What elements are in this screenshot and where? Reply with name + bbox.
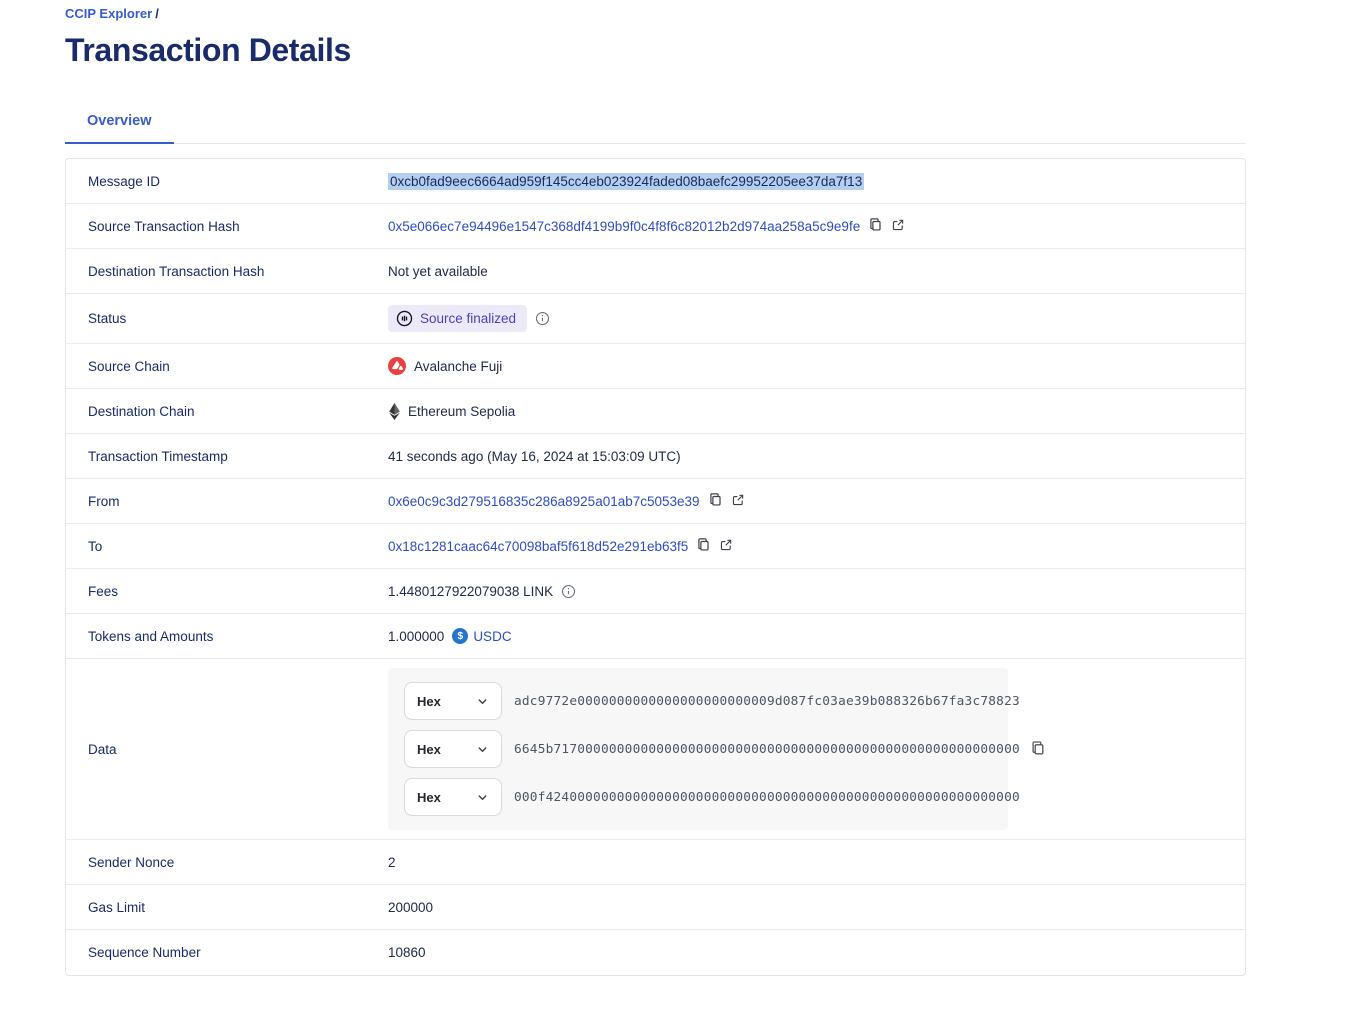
data-format-selected: Hex bbox=[417, 693, 441, 709]
fees-label: Fees bbox=[88, 583, 119, 599]
message-id-label: Message ID bbox=[88, 173, 161, 189]
data-line: Hex 6645b7170000000000000000000000000000… bbox=[404, 730, 1020, 768]
open-to-button[interactable] bbox=[719, 538, 733, 555]
row-source-tx-hash: Source Transaction Hash 0x5e066ec7e94496… bbox=[66, 204, 1245, 249]
copy-from-button[interactable] bbox=[708, 492, 723, 510]
row-to: To 0x18c1281caac64c70098baf5f618d52e291e… bbox=[66, 524, 1245, 569]
page-title: Transaction Details bbox=[65, 32, 351, 68]
row-status: Status Source finalized bbox=[66, 294, 1245, 344]
sender-nonce-label: Sender Nonce bbox=[88, 854, 175, 870]
tab-bar: Overview bbox=[65, 103, 1246, 144]
row-dest-chain: Destination Chain Ethereum Sepolia bbox=[66, 389, 1245, 434]
breadcrumb: CCIP Explorer / bbox=[65, 6, 1246, 22]
external-link-icon bbox=[891, 218, 905, 235]
row-fees: Fees 1.4480127922079038 LINK bbox=[66, 569, 1245, 614]
from-address-link[interactable]: 0x6e0c9c3d279516835c286a8925a01ab7c5053e… bbox=[388, 493, 700, 509]
data-line: Hex adc9772e0000000000000000000000009d08… bbox=[404, 682, 1020, 720]
sender-nonce-value: 2 bbox=[388, 854, 396, 870]
data-label: Data bbox=[88, 741, 117, 757]
data-hex-value: 6645b71700000000000000000000000000000000… bbox=[514, 741, 1020, 757]
row-message-id: Message ID 0xcb0fad9eec6664ad959f145cc4e… bbox=[66, 159, 1245, 204]
to-address-link[interactable]: 0x18c1281caac64c70098baf5f618d52e291eb63… bbox=[388, 538, 689, 554]
copy-icon bbox=[1030, 740, 1046, 759]
from-label: From bbox=[88, 493, 120, 509]
dest-tx-hash-value: Not yet available bbox=[388, 263, 488, 279]
external-link-icon bbox=[719, 538, 733, 555]
usdc-token-link[interactable]: USDC bbox=[473, 628, 512, 644]
chevron-down-icon bbox=[476, 743, 489, 756]
source-chain-value: Avalanche Fuji bbox=[414, 358, 503, 374]
status-badge: Source finalized bbox=[388, 305, 528, 332]
status-badge-text: Source finalized bbox=[420, 311, 517, 326]
tab-overview[interactable]: Overview bbox=[65, 103, 174, 144]
source-tx-hash-link[interactable]: 0x5e066ec7e94496e1547c368df4199b9f0c4f8f… bbox=[388, 218, 861, 234]
timestamp-label: Transaction Timestamp bbox=[88, 448, 228, 464]
source-tx-hash-label: Source Transaction Hash bbox=[88, 218, 240, 234]
chevron-down-icon bbox=[476, 695, 489, 708]
row-sender-nonce: Sender Nonce 2 bbox=[66, 840, 1245, 885]
copy-icon bbox=[696, 537, 711, 555]
sequence-number-label: Sequence Number bbox=[88, 945, 201, 960]
data-format-select[interactable]: Hex bbox=[404, 778, 502, 816]
row-tokens-amounts: Tokens and Amounts 1.000000 $ USDC bbox=[66, 614, 1245, 659]
row-sequence-number: Sequence Number 10860 bbox=[66, 930, 1245, 975]
usdc-icon: $ bbox=[452, 628, 469, 644]
row-gas-limit: Gas Limit 200000 bbox=[66, 885, 1245, 930]
status-label: Status bbox=[88, 311, 127, 326]
data-format-selected: Hex bbox=[417, 741, 441, 757]
transaction-details-page: CCIP Explorer / Transaction Details Overv… bbox=[65, 6, 1246, 976]
breadcrumb-separator: / bbox=[155, 6, 159, 21]
external-link-icon bbox=[731, 493, 745, 510]
open-source-tx-button[interactable] bbox=[891, 218, 905, 235]
fees-info-icon[interactable] bbox=[561, 584, 576, 599]
message-id-value: 0xcb0fad9eec6664ad959f145cc4eb023924fade… bbox=[388, 172, 865, 190]
data-format-select[interactable]: Hex bbox=[404, 730, 502, 768]
gas-limit-label: Gas Limit bbox=[88, 899, 146, 915]
row-dest-tx-hash: Destination Transaction Hash Not yet ava… bbox=[66, 249, 1245, 294]
copy-source-tx-button[interactable] bbox=[868, 217, 883, 235]
row-data: Data Hex adc9772e00000000000000000000000… bbox=[66, 659, 1245, 840]
breadcrumb-link-ccip-explorer[interactable]: CCIP Explorer bbox=[65, 6, 153, 21]
row-source-chain: Source Chain Avalanche Fuji bbox=[66, 344, 1245, 389]
copy-to-button[interactable] bbox=[696, 537, 711, 555]
status-badge-icon bbox=[396, 310, 413, 327]
data-hex-value: adc9772e0000000000000000000000009d087fc0… bbox=[514, 693, 1020, 709]
copy-data-button[interactable] bbox=[1030, 740, 1046, 759]
data-line: Hex 000f42400000000000000000000000000000… bbox=[404, 778, 1020, 816]
ethereum-icon bbox=[388, 402, 400, 420]
data-panel: Hex adc9772e0000000000000000000000009d08… bbox=[388, 668, 1020, 830]
dest-chain-value: Ethereum Sepolia bbox=[408, 403, 516, 419]
dest-chain-label: Destination Chain bbox=[88, 403, 195, 419]
timestamp-value: 41 seconds ago (May 16, 2024 at 15:03:09… bbox=[388, 448, 681, 464]
sequence-number-value: 10860 bbox=[388, 945, 426, 960]
token-amount-value: 1.000000 bbox=[388, 628, 445, 644]
source-chain-label: Source Chain bbox=[88, 358, 170, 374]
row-timestamp: Transaction Timestamp 41 seconds ago (Ma… bbox=[66, 434, 1245, 479]
details-card: Message ID 0xcb0fad9eec6664ad959f145cc4e… bbox=[65, 158, 1246, 976]
data-format-select[interactable]: Hex bbox=[404, 682, 502, 720]
chevron-down-icon bbox=[476, 791, 489, 804]
data-format-selected: Hex bbox=[417, 789, 441, 805]
fees-value: 1.4480127922079038 LINK bbox=[388, 583, 554, 599]
open-from-button[interactable] bbox=[731, 493, 745, 510]
dest-tx-hash-label: Destination Transaction Hash bbox=[88, 263, 265, 279]
tokens-amounts-label: Tokens and Amounts bbox=[88, 628, 214, 644]
data-hex-value: 000f424000000000000000000000000000000000… bbox=[514, 789, 1020, 805]
status-info-icon[interactable] bbox=[535, 311, 550, 326]
avalanche-icon bbox=[388, 357, 406, 375]
copy-icon bbox=[868, 217, 883, 235]
copy-icon bbox=[708, 492, 723, 510]
gas-limit-value: 200000 bbox=[388, 899, 434, 915]
row-from: From 0x6e0c9c3d279516835c286a8925a01ab7c… bbox=[66, 479, 1245, 524]
to-label: To bbox=[88, 538, 103, 554]
